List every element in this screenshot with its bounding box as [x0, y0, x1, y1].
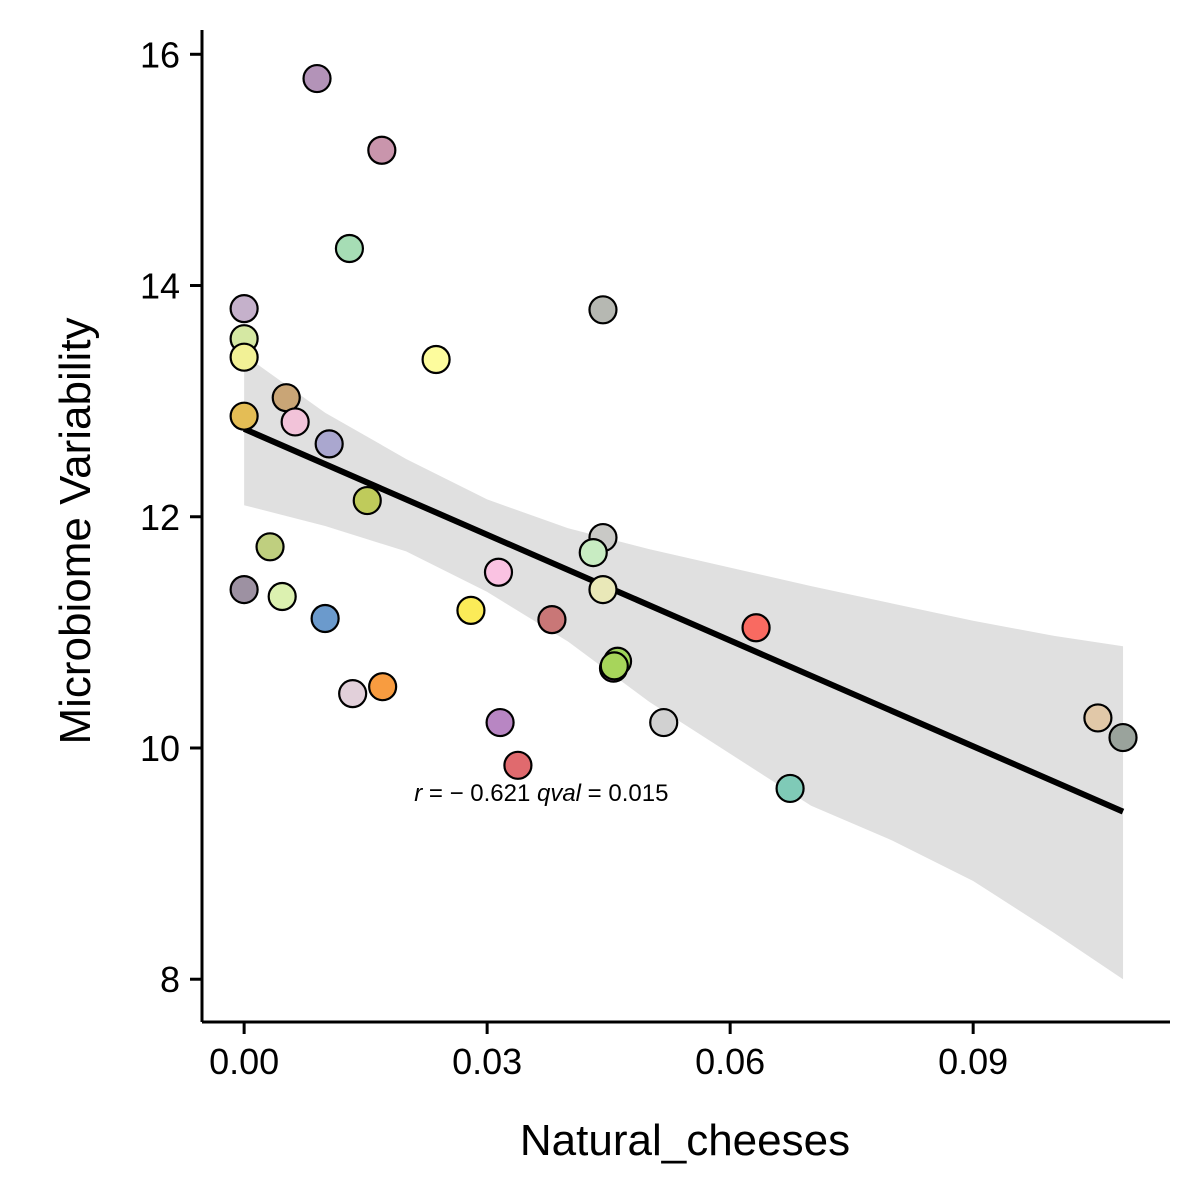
data-point	[302, 63, 332, 94]
confidence-band-layer	[244, 354, 1124, 980]
data-point	[229, 574, 259, 605]
data-point	[599, 651, 629, 681]
x-tick-label: 0.06	[695, 1041, 765, 1082]
data-point	[229, 401, 259, 431]
x-tick-label: 0.00	[209, 1041, 279, 1082]
data-points-layer	[229, 63, 1138, 804]
data-point	[368, 672, 398, 702]
data-point	[229, 294, 259, 324]
x-axis-title: Natural_cheeses	[520, 1116, 850, 1165]
data-point	[775, 773, 805, 804]
data-point	[741, 613, 771, 643]
y-tick-label: 12	[140, 497, 180, 538]
data-point	[229, 342, 259, 372]
data-point	[649, 707, 679, 738]
y-tick-label: 10	[140, 728, 180, 769]
data-point	[503, 750, 533, 780]
data-point	[421, 344, 451, 375]
data-point	[267, 581, 297, 612]
data-point	[352, 485, 382, 516]
regression-line-layer	[242, 426, 1125, 815]
data-point	[271, 383, 301, 413]
data-point	[334, 233, 365, 264]
y-tick-label: 8	[160, 959, 180, 1000]
regression-line	[242, 426, 1125, 815]
axes-layer: 0.00 0.03 0.06 0.09 8 10 12 14 16	[140, 30, 1170, 1082]
data-point	[588, 574, 618, 605]
data-point	[338, 679, 368, 709]
data-point	[588, 295, 618, 325]
data-point	[367, 135, 397, 165]
data-point	[255, 532, 285, 562]
data-point	[310, 603, 340, 634]
y-axis-title: Microbiome Variability	[51, 317, 100, 744]
y-tick-label: 16	[140, 34, 180, 75]
data-point	[1083, 703, 1113, 733]
annotation-layer: r = − 0.621 qval = 0.015	[414, 780, 668, 807]
x-tick-label: 0.03	[452, 1041, 522, 1082]
data-point	[537, 605, 567, 635]
data-point	[485, 707, 515, 738]
data-point	[314, 429, 344, 459]
data-point	[1108, 722, 1138, 753]
x-tick-label: 0.09	[938, 1041, 1008, 1082]
correlation-annotation: r = − 0.621 qval = 0.015	[414, 780, 668, 807]
data-point	[578, 537, 608, 568]
confidence-band	[244, 354, 1124, 980]
data-point	[456, 595, 486, 626]
y-tick-label: 14	[140, 266, 180, 307]
data-point	[280, 407, 310, 437]
data-point	[483, 557, 514, 587]
